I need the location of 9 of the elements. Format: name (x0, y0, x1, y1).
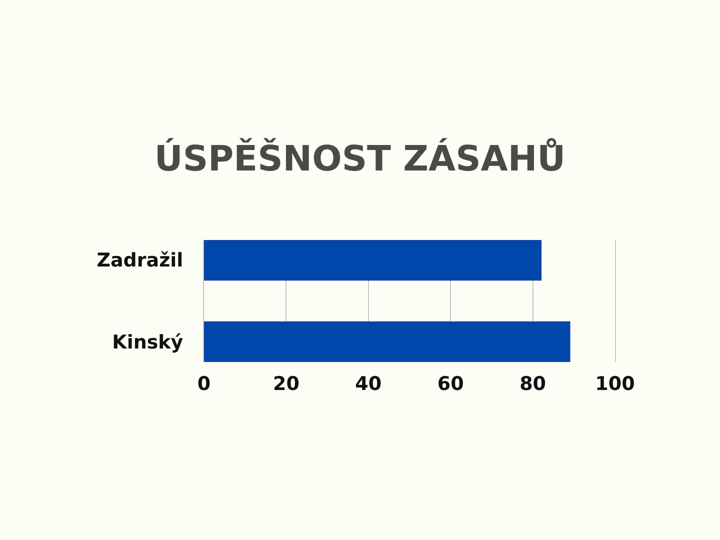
x-tick-label: 60 (437, 373, 464, 395)
x-tick-label: 100 (595, 373, 635, 395)
y-tick-label: Zadražil (96, 250, 184, 272)
x-tick-label: 0 (197, 373, 211, 395)
x-tick-label: 40 (355, 373, 382, 395)
chart-title: ÚSPĚŠNOST ZÁSAHŮ (154, 137, 566, 180)
y-tick-label: Kinský (112, 332, 184, 354)
x-tick-label: 20 (272, 373, 300, 395)
x-tick-label: 80 (520, 373, 546, 395)
